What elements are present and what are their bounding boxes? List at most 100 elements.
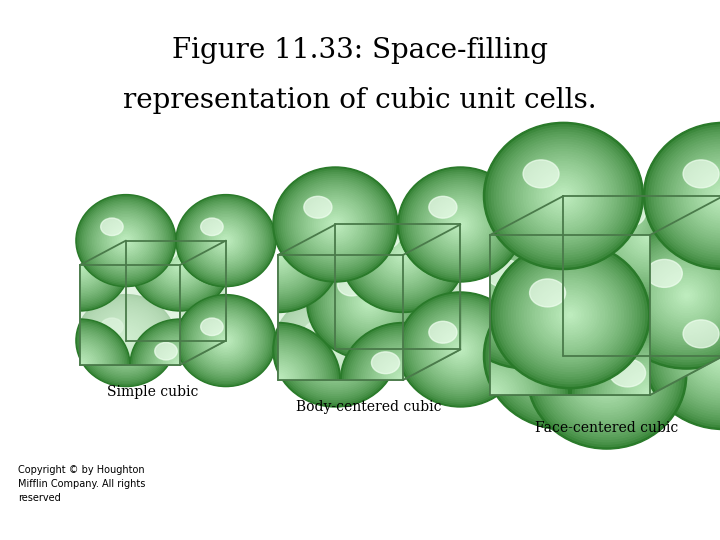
Ellipse shape <box>531 166 595 225</box>
Ellipse shape <box>489 127 638 265</box>
Ellipse shape <box>417 184 504 265</box>
Ellipse shape <box>545 179 582 213</box>
Ellipse shape <box>192 210 259 271</box>
Ellipse shape <box>636 383 663 407</box>
Ellipse shape <box>330 266 409 339</box>
Ellipse shape <box>657 134 720 257</box>
Ellipse shape <box>420 188 500 261</box>
Ellipse shape <box>158 245 202 285</box>
Ellipse shape <box>436 327 485 373</box>
Ellipse shape <box>47 334 113 396</box>
Ellipse shape <box>186 204 266 278</box>
Ellipse shape <box>175 260 185 269</box>
Ellipse shape <box>240 220 315 289</box>
Ellipse shape <box>567 179 647 252</box>
Ellipse shape <box>99 316 153 365</box>
Ellipse shape <box>50 338 110 393</box>
Ellipse shape <box>456 221 464 228</box>
Ellipse shape <box>312 204 359 246</box>
Ellipse shape <box>406 174 515 274</box>
Ellipse shape <box>439 188 541 282</box>
Ellipse shape <box>510 281 543 310</box>
Ellipse shape <box>270 373 287 388</box>
Ellipse shape <box>62 248 99 282</box>
Ellipse shape <box>431 341 549 449</box>
Ellipse shape <box>562 308 578 322</box>
Ellipse shape <box>448 213 473 236</box>
Ellipse shape <box>163 249 197 280</box>
Ellipse shape <box>537 332 590 381</box>
Ellipse shape <box>346 281 392 323</box>
Ellipse shape <box>132 321 228 409</box>
Ellipse shape <box>503 254 636 376</box>
Ellipse shape <box>591 181 708 289</box>
Ellipse shape <box>460 234 593 357</box>
Ellipse shape <box>575 346 639 405</box>
Ellipse shape <box>152 339 208 391</box>
Ellipse shape <box>575 186 639 245</box>
Ellipse shape <box>230 211 326 299</box>
Ellipse shape <box>376 230 430 280</box>
Ellipse shape <box>287 180 383 268</box>
Ellipse shape <box>33 322 127 408</box>
Ellipse shape <box>137 225 223 305</box>
Ellipse shape <box>448 213 473 236</box>
Ellipse shape <box>65 351 95 379</box>
Ellipse shape <box>423 315 498 384</box>
Ellipse shape <box>417 309 504 390</box>
Ellipse shape <box>158 245 202 285</box>
Ellipse shape <box>58 245 102 285</box>
Ellipse shape <box>289 307 381 392</box>
Ellipse shape <box>415 166 564 303</box>
Ellipse shape <box>444 209 477 240</box>
Ellipse shape <box>535 309 679 442</box>
Ellipse shape <box>345 326 462 434</box>
Ellipse shape <box>114 330 138 352</box>
Ellipse shape <box>395 247 411 262</box>
Ellipse shape <box>387 240 420 271</box>
Ellipse shape <box>540 154 673 277</box>
Ellipse shape <box>155 242 205 288</box>
Ellipse shape <box>482 254 572 337</box>
Ellipse shape <box>157 244 203 286</box>
Ellipse shape <box>564 176 649 255</box>
Ellipse shape <box>549 295 591 335</box>
Ellipse shape <box>401 253 405 257</box>
Ellipse shape <box>436 201 485 247</box>
Ellipse shape <box>629 215 671 255</box>
Ellipse shape <box>327 217 343 232</box>
Ellipse shape <box>83 301 169 381</box>
Ellipse shape <box>608 195 693 274</box>
Ellipse shape <box>525 273 616 357</box>
Ellipse shape <box>210 225 243 256</box>
Ellipse shape <box>459 222 462 226</box>
Ellipse shape <box>673 283 700 308</box>
Ellipse shape <box>329 344 342 355</box>
Ellipse shape <box>268 370 289 389</box>
Ellipse shape <box>264 367 292 394</box>
Ellipse shape <box>364 343 443 416</box>
Ellipse shape <box>259 238 297 272</box>
Ellipse shape <box>466 213 514 257</box>
Ellipse shape <box>668 278 706 313</box>
Ellipse shape <box>366 346 441 415</box>
Ellipse shape <box>400 169 521 280</box>
Ellipse shape <box>96 313 156 368</box>
Ellipse shape <box>578 329 720 461</box>
Ellipse shape <box>636 222 663 247</box>
Ellipse shape <box>551 164 662 267</box>
Ellipse shape <box>355 211 451 299</box>
Ellipse shape <box>454 219 467 230</box>
Ellipse shape <box>378 232 428 278</box>
Ellipse shape <box>708 181 720 211</box>
Ellipse shape <box>523 160 559 188</box>
Ellipse shape <box>40 228 120 302</box>
Ellipse shape <box>216 231 236 250</box>
Ellipse shape <box>199 316 253 365</box>
Ellipse shape <box>400 169 521 280</box>
Ellipse shape <box>142 230 218 300</box>
Ellipse shape <box>588 198 626 233</box>
Ellipse shape <box>575 166 720 303</box>
Ellipse shape <box>716 349 720 363</box>
Ellipse shape <box>397 374 409 386</box>
